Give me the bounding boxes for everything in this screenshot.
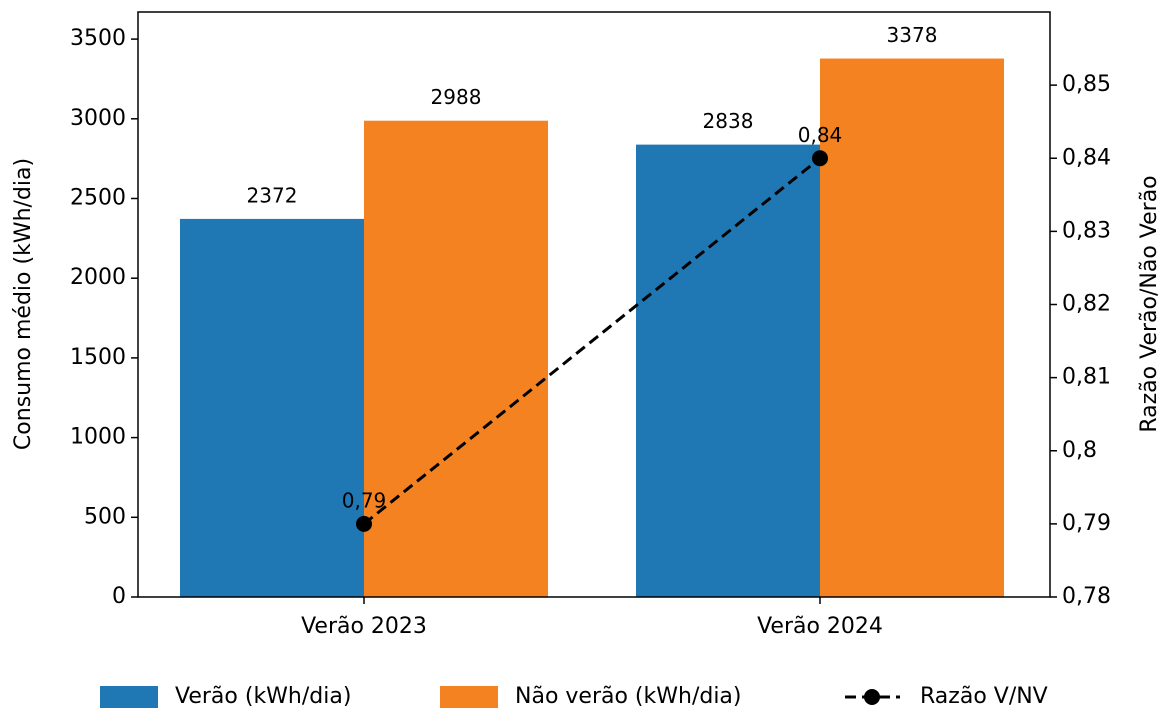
y2-axis-label: Razão Verão/Não Verão: [1137, 175, 1162, 432]
ratio-point: [812, 150, 828, 167]
ratio-point: [356, 515, 372, 532]
bar: [364, 120, 548, 597]
x-tick-label: Verão 2024: [757, 614, 883, 639]
bar: [820, 58, 1004, 597]
legend-label: Razão V/NV: [920, 684, 1048, 709]
legend-marker: [864, 689, 880, 705]
y-tick-label: 2500: [70, 185, 126, 210]
y-tick-label: 3000: [70, 106, 126, 131]
y2-tick-label: 0,78: [1062, 584, 1111, 609]
y-tick-label: 1500: [70, 345, 126, 370]
y2-tick-label: 0,85: [1062, 72, 1111, 97]
bar-value-label: 2372: [247, 183, 298, 207]
y2-tick-label: 0,79: [1062, 511, 1111, 536]
y2-tick-label: 0,8: [1062, 438, 1097, 463]
y2-tick-label: 0,81: [1062, 365, 1111, 390]
bar-value-label: 3378: [887, 23, 938, 47]
y-tick-label: 1000: [70, 425, 126, 450]
y2-tick-label: 0,83: [1062, 218, 1111, 243]
ratio-value-label: 0,84: [798, 123, 843, 147]
y2-tick-label: 0,84: [1062, 145, 1111, 170]
y-tick-label: 2000: [70, 265, 126, 290]
bar-value-label: 2838: [703, 109, 754, 133]
y-axis-label: Consumo médio (kWh/dia): [11, 158, 36, 450]
y-tick-label: 500: [84, 504, 126, 529]
legend-swatch: [100, 686, 158, 708]
ratio-value-label: 0,79: [342, 488, 387, 512]
legend-swatch: [440, 686, 498, 708]
y-tick-label: 3500: [70, 26, 126, 51]
plot-frame: [137, 11, 1051, 598]
y-tick-label: 0: [112, 584, 126, 609]
ratio-line: [363, 157, 821, 526]
legend-label: Verão (kWh/dia): [175, 684, 351, 709]
bar-value-label: 2988: [431, 85, 482, 109]
y2-tick-label: 0,82: [1062, 292, 1111, 317]
x-tick-label: Verão 2023: [301, 614, 427, 639]
legend-label: Não verão (kWh/dia): [515, 684, 742, 709]
bar: [180, 218, 364, 597]
bar: [636, 144, 820, 597]
